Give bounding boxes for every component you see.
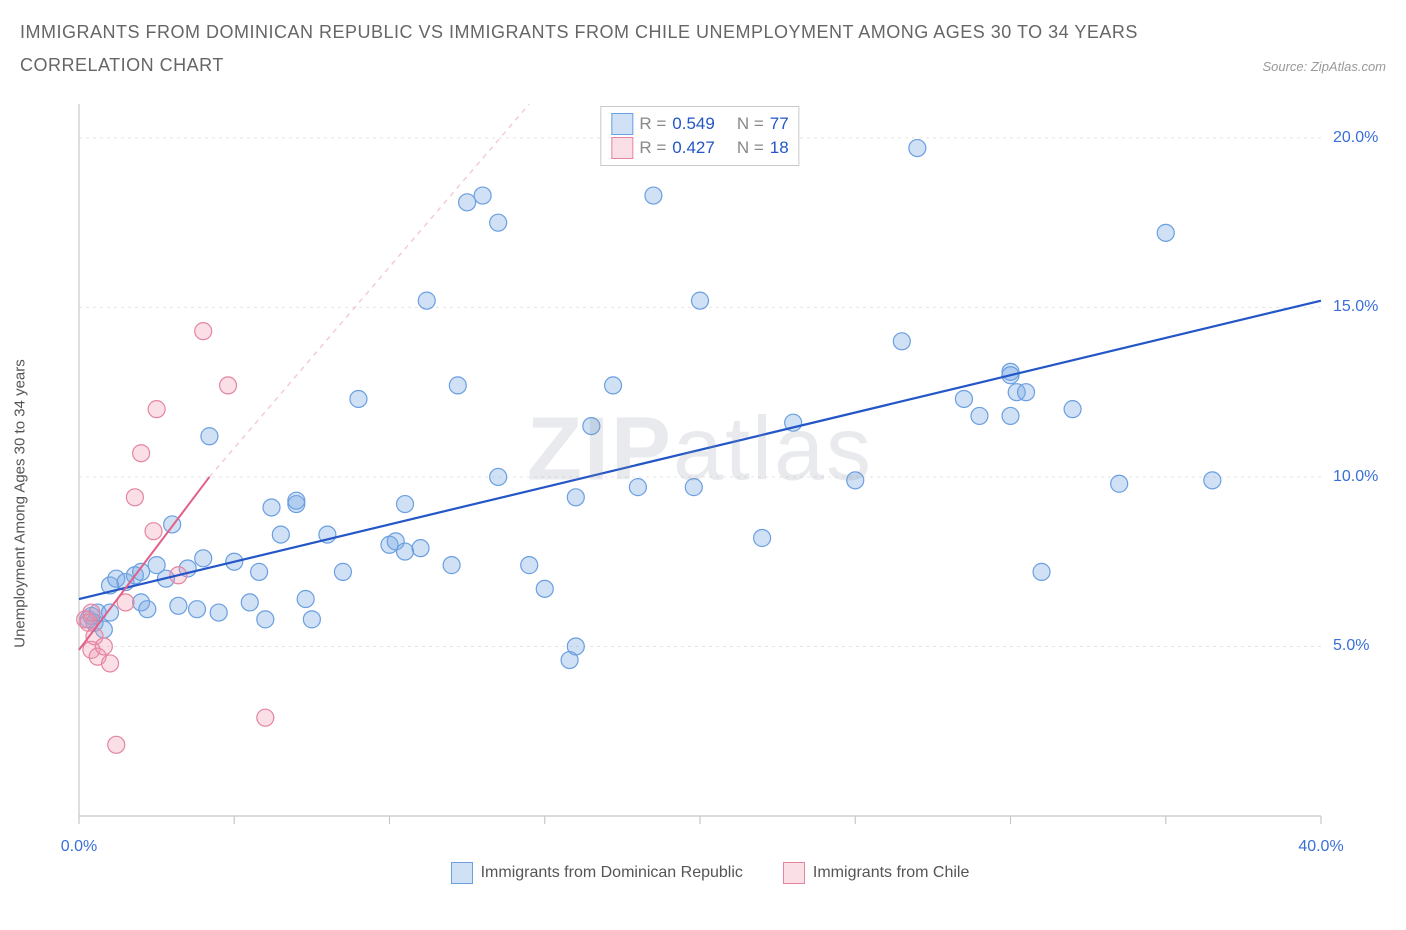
y-axis-label: Unemployment Among Ages 30 to 34 years: [12, 359, 29, 648]
legend-swatch-blue: [611, 113, 633, 135]
r-label: R =: [639, 114, 666, 134]
r-label: R =: [639, 138, 666, 158]
ytick-label-3: 20.0%: [1333, 129, 1393, 147]
correlation-legend: R = 0.549 N = 77 R = 0.427 N = 18: [600, 106, 799, 166]
chart-title-line1: IMMIGRANTS FROM DOMINICAN REPUBLIC VS IM…: [20, 18, 1386, 47]
series-legend-label-1: Immigrants from Chile: [813, 864, 969, 882]
legend-swatch-pink: [783, 862, 805, 884]
legend-swatch-blue: [451, 862, 473, 884]
plot-area: ZIPatlas R = 0.549 N = 77 R = 0.427 N = …: [75, 100, 1325, 830]
ytick-label-0: 5.0%: [1333, 637, 1393, 655]
chart-container: Unemployment Among Ages 30 to 34 years Z…: [30, 100, 1390, 890]
n-value-0: 77: [770, 114, 789, 134]
legend-swatch-pink: [611, 137, 633, 159]
chart-title-line2: CORRELATION CHART: [20, 51, 224, 80]
xtick-label-0: 0.0%: [61, 838, 97, 856]
n-value-1: 18: [770, 138, 789, 158]
n-label: N =: [737, 138, 764, 158]
xtick-label-1: 40.0%: [1298, 838, 1343, 856]
series-legend: Immigrants from Dominican Republic Immig…: [30, 862, 1390, 884]
ytick-label-1: 10.0%: [1333, 468, 1393, 486]
chart-source: Source: ZipAtlas.com: [1262, 59, 1386, 74]
ytick-label-2: 15.0%: [1333, 298, 1393, 316]
correlation-legend-row-1: R = 0.427 N = 18: [611, 137, 788, 159]
n-label: N =: [737, 114, 764, 134]
chart-header: IMMIGRANTS FROM DOMINICAN REPUBLIC VS IM…: [0, 0, 1406, 90]
r-value-1: 0.427: [672, 138, 715, 158]
series-legend-item-0: Immigrants from Dominican Republic: [451, 862, 743, 884]
scatter-svg: [75, 100, 1325, 830]
series-legend-label-0: Immigrants from Dominican Republic: [481, 864, 743, 882]
correlation-legend-row-0: R = 0.549 N = 77: [611, 113, 788, 135]
series-legend-item-1: Immigrants from Chile: [783, 862, 969, 884]
r-value-0: 0.549: [672, 114, 715, 134]
